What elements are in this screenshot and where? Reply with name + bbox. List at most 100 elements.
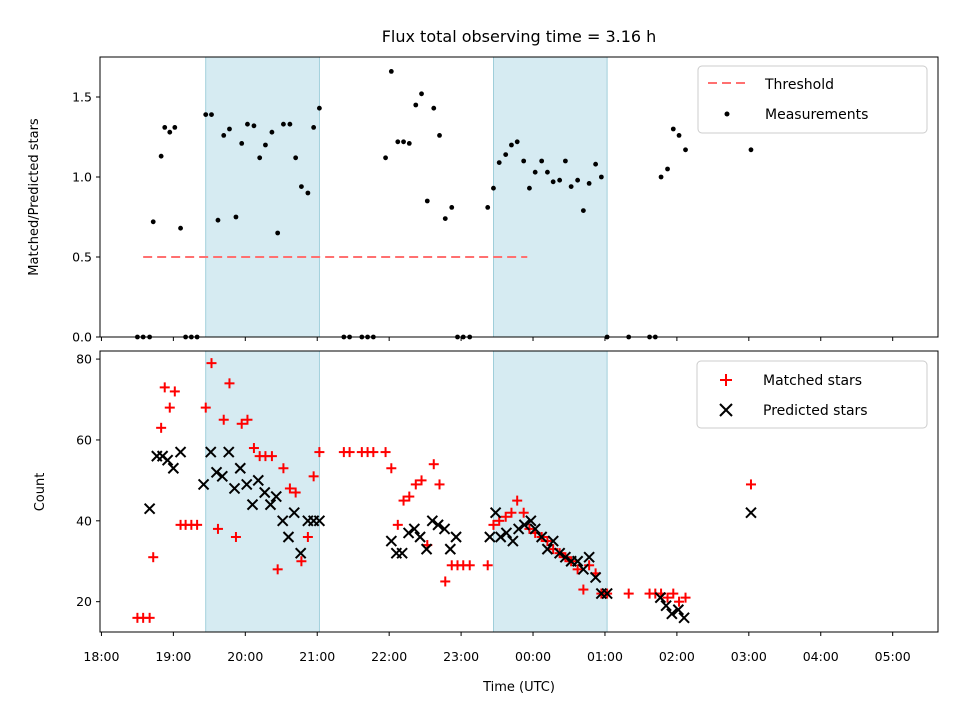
x-tick-label: 00:00	[515, 649, 551, 664]
predicted-point	[408, 523, 421, 535]
measurement-point	[221, 133, 227, 138]
matched-point	[440, 576, 451, 587]
matched-point	[745, 479, 756, 490]
y-tick-label: 1.5	[72, 90, 92, 105]
measurement-point	[424, 198, 430, 204]
measurement-point	[598, 174, 604, 180]
predicted-point	[313, 515, 326, 527]
predicted-point	[577, 563, 590, 576]
matched-point	[662, 592, 673, 603]
matched-point	[164, 402, 175, 413]
predicted-point	[500, 527, 513, 539]
predicted-point	[396, 547, 408, 559]
x-tick-label: 23:00	[443, 649, 479, 664]
measurement-point	[305, 190, 311, 196]
y-tick-label: 0.5	[72, 250, 92, 265]
matched-point	[500, 511, 511, 522]
predicted-point	[507, 535, 519, 547]
measurement-point	[257, 155, 263, 161]
matched-point	[404, 491, 415, 502]
x-tick-label: 19:00	[155, 649, 191, 664]
bottom-ylabel: Count	[33, 473, 48, 512]
bottom-xlabel: Time (UTC)	[482, 680, 555, 695]
predicted-point	[571, 555, 584, 567]
matched-point	[344, 447, 355, 458]
predicted-point	[553, 547, 566, 559]
measurement-point	[316, 105, 322, 111]
matched-point	[392, 519, 403, 530]
measurement-point	[509, 142, 514, 148]
measurement-point	[449, 205, 455, 210]
measurement-point	[311, 125, 317, 130]
top-legend: Threshold Measurements	[697, 65, 928, 134]
y-tick-label: 1.0	[72, 170, 92, 185]
matched-point	[200, 402, 211, 413]
matched-point	[380, 447, 391, 458]
chart-title: Flux total observing time = 3.16 h	[382, 27, 657, 46]
predicted-point	[264, 498, 277, 511]
measurement-point	[203, 112, 209, 117]
matched-point	[218, 414, 229, 425]
predicted-point	[450, 531, 462, 543]
measurement-point	[545, 169, 550, 175]
measurement-point	[437, 133, 442, 138]
predicted-point	[672, 604, 685, 616]
x-tick-label: 21:00	[299, 649, 335, 664]
matched-point	[224, 378, 235, 389]
measurement-point	[748, 147, 754, 153]
matched-point	[368, 447, 379, 458]
matched-point	[506, 507, 517, 518]
matched-point	[159, 382, 170, 393]
legend-matched-swatch	[720, 374, 732, 386]
x-tick-label: 05:00	[875, 649, 911, 664]
measurement-point	[575, 177, 581, 183]
y-tick-label: 20	[76, 594, 92, 609]
predicted-point	[402, 527, 415, 539]
matched-point	[206, 358, 217, 369]
matched-point	[416, 475, 427, 486]
matched-point	[284, 483, 295, 494]
predicted-point	[529, 523, 541, 535]
y-tick-label: 0.0	[72, 330, 92, 345]
legend-predicted-label: Predicted stars	[763, 403, 868, 419]
predicted-point	[282, 531, 295, 543]
measurement-point	[550, 179, 556, 185]
measurement-point	[178, 225, 183, 231]
matched-point	[296, 556, 307, 567]
measurement-point	[419, 91, 424, 97]
predicted-point	[426, 515, 439, 527]
measurement-point	[275, 230, 281, 236]
measurement-point	[239, 141, 245, 146]
predicted-point	[745, 507, 757, 519]
measurement-point	[406, 141, 412, 146]
predicted-point	[143, 502, 156, 515]
bottom-panel: 20 40 60 80 18:00 19:00 20:00 21:00 22:00 23:00 0…	[33, 350, 939, 695]
measurement-point	[215, 217, 221, 223]
predicted-point	[525, 515, 537, 527]
y-tick-label: 60	[76, 432, 92, 447]
y-tick-label: 80	[76, 352, 92, 367]
predicted-point	[541, 543, 554, 555]
predicted-point	[270, 490, 282, 503]
top-axes-frame	[99, 56, 939, 338]
measurement-point	[676, 133, 682, 138]
predicted-point	[660, 600, 672, 612]
matched-point	[386, 463, 397, 474]
bottom-legend: Matched stars Predicted stars	[696, 360, 928, 429]
measurement-point	[568, 184, 574, 190]
measurement-point	[162, 125, 168, 130]
matched-point	[584, 560, 595, 571]
measurement-point	[527, 185, 532, 191]
matched-point	[308, 471, 319, 482]
matched-point	[278, 463, 289, 474]
matched-point	[156, 422, 167, 433]
measurement-point	[233, 214, 239, 220]
predicted-point	[228, 482, 241, 495]
x-tick-label: 01:00	[587, 649, 623, 664]
predicted-point	[234, 462, 246, 474]
legend-matched-label: Matched stars	[763, 373, 862, 389]
measurement-point	[593, 161, 599, 167]
matched-point	[148, 552, 159, 563]
measurement-point	[491, 185, 496, 191]
